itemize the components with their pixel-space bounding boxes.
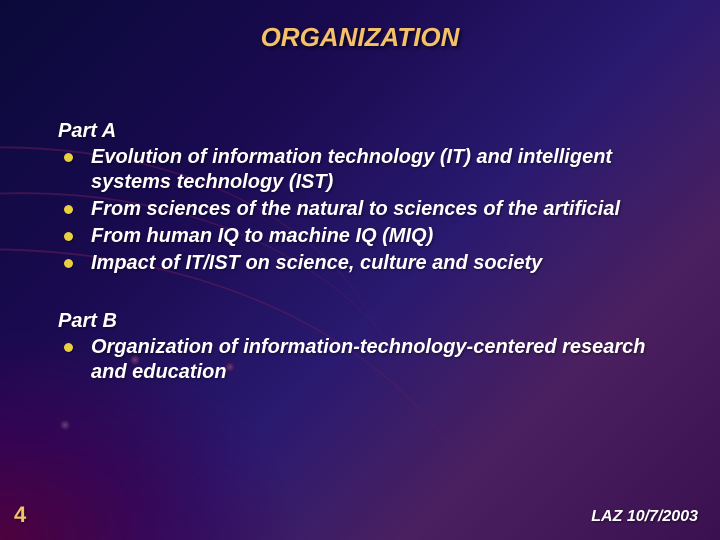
bullet-text: Impact of IT/IST on science, culture and… (91, 251, 542, 276)
part-b-label: Part B (58, 310, 670, 333)
bullet-text: From human IQ to machine IQ (MIQ) (91, 224, 433, 249)
bullet-text: Organization of information-technology-c… (91, 335, 670, 385)
bullet-icon (64, 232, 73, 241)
slide-title: ORGANIZATION (0, 22, 720, 53)
list-item: From sciences of the natural to sciences… (58, 197, 670, 222)
list-item: Impact of IT/IST on science, culture and… (58, 251, 670, 276)
list-item: From human IQ to machine IQ (MIQ) (58, 224, 670, 249)
page-number: 4 (14, 502, 26, 528)
list-item: Organization of information-technology-c… (58, 335, 670, 385)
bullet-icon (64, 343, 73, 352)
bullet-icon (64, 205, 73, 214)
bullet-text: From sciences of the natural to sciences… (91, 197, 620, 222)
footer-text: LAZ 10/7/2003 (591, 508, 698, 526)
part-b-section: Part B Organization of information-techn… (58, 310, 670, 385)
slide-body: Part A Evolution of information technolo… (58, 120, 670, 387)
list-item: Evolution of information technology (IT)… (58, 145, 670, 195)
bullet-text: Evolution of information technology (IT)… (91, 145, 670, 195)
bullet-icon (64, 259, 73, 268)
bullet-icon (64, 153, 73, 162)
decor-dot (60, 420, 70, 430)
slide: ORGANIZATION Part A Evolution of informa… (0, 0, 720, 540)
part-a-label: Part A (58, 120, 670, 143)
